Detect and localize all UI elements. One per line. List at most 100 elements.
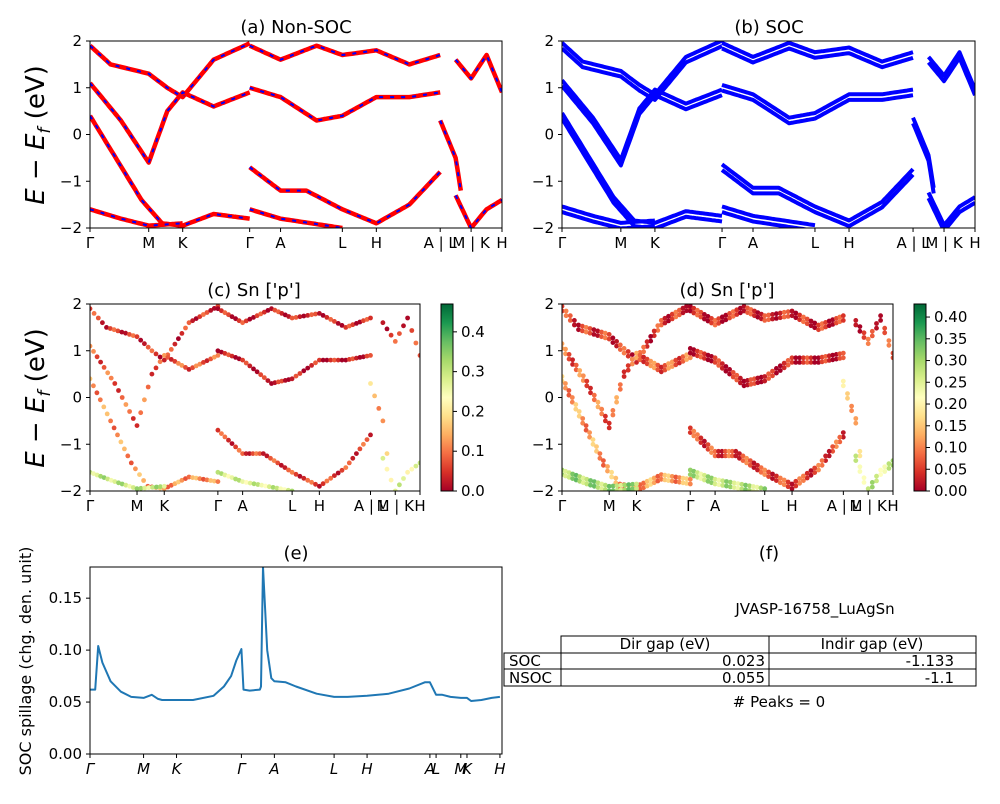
projected-band-point (743, 487, 748, 491)
projected-band-point (240, 479, 246, 484)
colorbar-tick-label: 0.3 (461, 363, 485, 381)
projected-band-point (226, 312, 231, 318)
projected-band-point (111, 327, 117, 333)
projected-band-point (583, 427, 589, 433)
projected-band-point (609, 474, 614, 480)
projected-band-point (133, 466, 138, 472)
projected-band-point (762, 472, 768, 477)
projected-band-point (691, 473, 697, 479)
x-tick-label: H (361, 760, 372, 778)
projected-band-point (597, 455, 603, 461)
x-tick-label: M | K (452, 234, 491, 252)
projected-band-point (580, 373, 586, 379)
projected-band-point (251, 366, 256, 372)
projected-band-point (610, 408, 616, 413)
projected-band-point (158, 484, 163, 490)
projected-band-point (588, 478, 593, 483)
projected-band-point (644, 361, 650, 367)
projected-band-point (305, 313, 311, 318)
projected-band-point (580, 420, 586, 426)
y-tick-label: −1 (532, 435, 554, 453)
x-tick-label: A (268, 760, 279, 778)
projected-band-point (610, 335, 616, 341)
x-tick-label: K (650, 234, 661, 252)
projected-band-point (644, 483, 650, 489)
projected-band-point (740, 453, 746, 459)
projected-band-point (712, 448, 718, 454)
projected-band-point (563, 351, 568, 357)
colorbar-tick-label: 0.10 (934, 439, 967, 457)
projected-band-point (739, 481, 745, 487)
projected-band-point (655, 367, 661, 373)
projected-band-point (603, 413, 608, 419)
projected-band-point (826, 453, 832, 459)
projected-band-point (751, 460, 757, 466)
projected-band-point (384, 326, 390, 332)
x-tick-label: K (178, 234, 189, 252)
projected-band-point (658, 318, 664, 323)
plot-area (90, 41, 502, 228)
projected-band-point (134, 486, 140, 491)
projected-band-point (658, 472, 664, 477)
projected-band-point (157, 354, 163, 360)
projected-band-point (629, 352, 635, 357)
projected-band-point (687, 481, 693, 487)
projected-band-point (595, 399, 601, 405)
projected-band-point (119, 395, 125, 400)
panel-a-ylabel: E − Ef (eV) (21, 65, 55, 205)
projected-band-point (176, 336, 181, 342)
projected-band-point (869, 328, 875, 334)
projected-band-point (777, 480, 783, 486)
projected-band-point (588, 385, 593, 391)
colorbar-tick-label: 0.15 (934, 417, 967, 435)
projected-band-point (606, 336, 612, 342)
projected-band-point (687, 425, 693, 431)
projected-band-point (617, 342, 623, 348)
projected-band-point (190, 475, 196, 480)
projected-band-point (244, 480, 249, 485)
projected-band-point (610, 340, 616, 345)
projected-band-point (190, 365, 196, 371)
projected-band-point (354, 451, 359, 456)
projected-band-point (91, 471, 96, 476)
projected-band-point (563, 308, 569, 314)
projected-band-point (702, 312, 707, 317)
colorbar-d-ticks: 0.00 0.05 0.10 0.15 0.20 0.25 0.30 0.35 0.40 (926, 308, 967, 500)
projected-band-point (774, 311, 779, 317)
projected-band-point (301, 313, 307, 319)
projected-band-point (364, 437, 370, 442)
projected-band-point (637, 352, 643, 358)
band-line-nonsoc-dashed (90, 42, 251, 99)
projected-band-point (874, 478, 879, 484)
projected-band-point (666, 313, 671, 319)
projected-band-point (368, 353, 373, 358)
projected-band-point (804, 355, 810, 361)
projected-band-point (770, 471, 775, 477)
projected-band-point (666, 478, 671, 483)
projected-band-point (563, 468, 568, 474)
projected-band-point (90, 306, 93, 312)
projected-band-point (243, 451, 249, 456)
projected-band-point (734, 377, 740, 383)
projected-band-point (747, 483, 752, 489)
band-line-nonsoc-dashed (90, 115, 250, 227)
projected-band-point (723, 448, 728, 454)
projected-band-point (845, 391, 850, 396)
panel-b-plot: Γ M K Γ A L H A | LM | K H −2 −1 0 1 2 (532, 32, 981, 252)
projected-band-point (723, 364, 729, 369)
band-line-nonsoc (248, 165, 442, 226)
projected-band-point (687, 308, 693, 314)
projected-band-point (614, 487, 620, 491)
projected-band-point (729, 448, 735, 454)
projected-band-point (890, 355, 893, 361)
projected-band-point (673, 479, 679, 484)
y-tick-label: 1 (544, 342, 554, 360)
projected-band-point (709, 475, 714, 481)
projected-band-point (886, 466, 892, 471)
y-tick-label: 0 (72, 126, 82, 144)
projected-band-point (332, 473, 337, 478)
projected-band-point (602, 335, 608, 341)
projected-band-point (709, 316, 714, 321)
projected-band-point (91, 311, 97, 316)
